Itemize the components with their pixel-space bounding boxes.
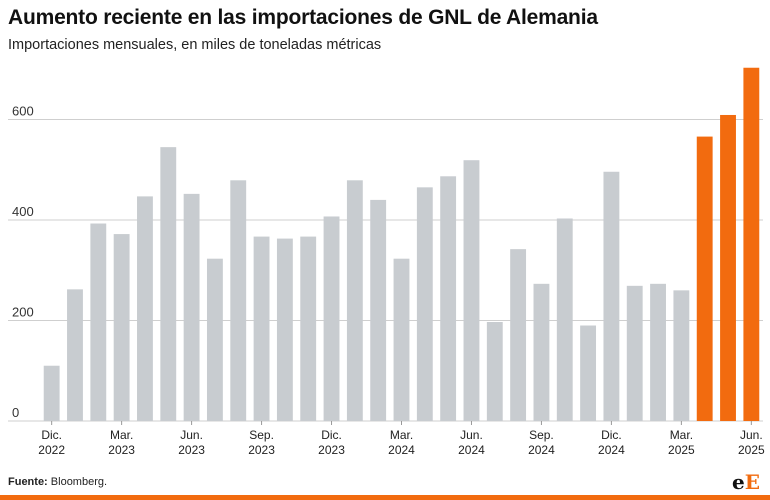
bar-mar-2025: [673, 290, 690, 421]
x-tick-label: Mar.: [670, 428, 693, 442]
x-tick-labels: Dic.2022Mar.2023Jun.2023Sep.2023Dic.2023…: [38, 421, 765, 457]
source-value: Bloomberg.: [47, 476, 108, 488]
x-tick-label: Jun.: [180, 428, 203, 442]
x-tick-label: Mar.: [390, 428, 413, 442]
bar-abr-2025: [696, 136, 713, 421]
bar-ene-2023: [67, 289, 83, 421]
x-tick-label: Jun.: [740, 428, 763, 442]
bar-ago-2024: [510, 249, 527, 421]
x-tick-label: Mar.: [110, 428, 133, 442]
x-tick-label: Sep.: [529, 428, 554, 442]
y-tick-label: 400: [12, 204, 34, 219]
x-tick-label: Sep.: [249, 428, 274, 442]
bar-jun-2023: [183, 193, 200, 421]
x-tick-label: Dic.: [321, 428, 342, 442]
bar-dic-2023: [323, 216, 340, 421]
logo-part-1: e: [732, 470, 745, 494]
x-tick-label: 2024: [458, 443, 485, 457]
y-tick-label: 200: [12, 305, 34, 320]
bar-oct-2023: [276, 238, 293, 421]
x-tick-label: 2024: [598, 443, 625, 457]
bar-sep-2023: [253, 236, 270, 421]
x-tick-label: 2023: [248, 443, 275, 457]
x-tick-label: 2023: [178, 443, 205, 457]
x-tick-label: 2024: [528, 443, 555, 457]
source-note: Fuente: Bloomberg.: [8, 476, 107, 488]
bar-sep-2024: [533, 283, 550, 421]
x-tick-label: 2022: [38, 443, 65, 457]
bar-dic-2022: [43, 365, 60, 421]
x-tick-label: 2023: [108, 443, 135, 457]
bar-may-2024: [440, 176, 457, 421]
bars: [43, 67, 760, 422]
bar-dic-2024: [603, 171, 620, 421]
x-tick-label: 2023: [318, 443, 345, 457]
logo-part-2: E: [744, 470, 760, 494]
brand-logo: eE: [732, 470, 760, 494]
bar-feb-2024: [370, 199, 387, 421]
bar-jun-2024: [463, 160, 480, 421]
y-tick-label: 600: [12, 104, 34, 119]
bar-mar-2024: [393, 258, 410, 421]
bar-nov-2023: [300, 236, 317, 421]
bar-ene-2025: [626, 285, 643, 421]
x-tick-label: Jun.: [460, 428, 483, 442]
bar-may-2023: [160, 147, 177, 421]
bar-jun-2025: [743, 67, 760, 422]
chart-subtitle: Importaciones mensuales, en miles de ton…: [8, 37, 382, 53]
x-tick-label: Dic.: [41, 428, 62, 442]
bar-nov-2024: [580, 325, 597, 421]
y-tick-labels: 0 200 400 600: [12, 104, 34, 421]
y-tick-label: 0: [12, 405, 19, 420]
x-tick-label: 2025: [668, 443, 695, 457]
chart-title: Aumento reciente en las importaciones de…: [8, 6, 598, 29]
bar-feb-2023: [90, 223, 107, 421]
bar-abr-2023: [137, 196, 153, 421]
bar-may-2025: [720, 114, 736, 421]
x-tick-label: 2025: [738, 443, 765, 457]
x-tick-label: Dic.: [601, 428, 622, 442]
bar-jul-2023: [206, 258, 223, 421]
bar-abr-2024: [416, 187, 433, 421]
bar-ago-2023: [230, 180, 247, 421]
accent-bar: [0, 495, 770, 500]
x-tick-label: 2024: [388, 443, 415, 457]
bar-jul-2024: [486, 322, 503, 421]
bar-oct-2024: [556, 218, 573, 421]
source-label: Fuente:: [8, 476, 48, 488]
bar-ene-2024: [346, 180, 363, 421]
bar-feb-2025: [650, 283, 666, 421]
bar-mar-2023: [113, 234, 130, 421]
